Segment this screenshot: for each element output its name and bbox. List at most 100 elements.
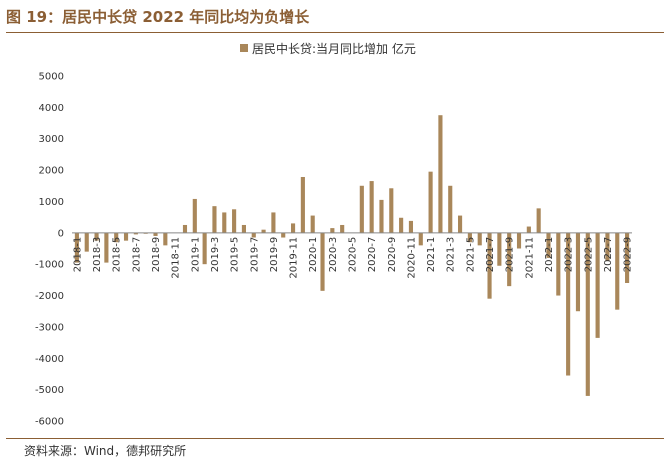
y-tick-label: -5000 — [35, 385, 64, 396]
y-tick-label: -6000 — [35, 417, 64, 428]
x-tick-label: 2018-1 — [72, 237, 83, 272]
x-tick-label: 2018-9 — [151, 237, 162, 272]
x-tick-label: 2019-5 — [230, 237, 241, 272]
bar-2018-9 — [153, 232, 158, 236]
bar-2021-12 — [536, 208, 541, 233]
x-tick-label: 2018-7 — [131, 237, 142, 272]
bar-2019-2 — [202, 232, 207, 265]
y-tick-label: 5000 — [39, 72, 64, 83]
x-tick-label: 2021-1 — [426, 237, 437, 272]
bar-2019-8 — [261, 229, 266, 233]
bar-2019-5 — [232, 209, 237, 233]
x-tick-label: 2019-3 — [210, 237, 221, 272]
x-tick-label: 2021-7 — [485, 237, 496, 272]
x-tick-label: 2020-7 — [367, 237, 378, 272]
bar-2019-1 — [192, 198, 197, 233]
bar-2018-6 — [123, 232, 129, 241]
x-tick-label: 2020-1 — [308, 237, 319, 272]
bar-2018-3 — [94, 232, 99, 241]
bar-2019-7 — [251, 232, 256, 238]
bar-2021-6 — [477, 232, 482, 246]
bar-2018-5 — [114, 232, 119, 243]
x-tick-label: 2019-11 — [289, 237, 300, 279]
bar-2022-9 — [625, 232, 630, 283]
y-tick-label: 2000 — [39, 166, 64, 177]
bars — [74, 115, 630, 396]
bar-2021-2 — [438, 115, 443, 233]
bar-2020-6 — [359, 185, 364, 233]
bar-2019-4 — [222, 212, 227, 233]
bar-2021-1 — [428, 171, 433, 233]
x-tick-label: 2018-5 — [112, 237, 123, 272]
bar-2021-3 — [448, 185, 453, 233]
bar-2022-7 — [605, 232, 610, 262]
figure-title: 图 19：居民中长贷 2022 年同比均为负增长 — [6, 8, 310, 26]
legend-swatch — [240, 44, 248, 52]
bar-2019-12 — [300, 176, 305, 233]
bar-2018-1 — [74, 232, 79, 263]
y-tick-label: 3000 — [39, 134, 64, 145]
bar-2021-8 — [497, 232, 502, 266]
bar-2020-2 — [320, 232, 325, 291]
bar-2020-1 — [310, 215, 315, 233]
bar-2019-10 — [281, 232, 286, 238]
x-tick-label: 2019-1 — [190, 237, 201, 272]
y-tick-label: -1000 — [35, 260, 64, 271]
bar-2021-4 — [458, 215, 463, 233]
bar-2019-6 — [241, 224, 246, 233]
y-axis: 5000 4000 3000 2000 1000 0 -1000 -2000 -3000 -400… — [35, 72, 64, 428]
x-tick-label: 2022-5 — [583, 237, 594, 272]
y-tick-label: 1000 — [39, 197, 64, 208]
x-tick-label: 2021-5 — [465, 237, 476, 272]
x-tick-label: 2020-5 — [348, 237, 359, 272]
bar-2018-4 — [104, 232, 109, 263]
x-tick-label: 2020-11 — [406, 237, 417, 279]
x-tick-label: 2022-3 — [564, 237, 575, 272]
bar-2021-9 — [507, 232, 512, 287]
legend-label: 居民中长贷:当月同比增加 亿元 — [252, 41, 416, 56]
bar-2018-10 — [163, 232, 168, 246]
x-tick-label: 2020-9 — [387, 237, 398, 272]
x-tick-label: 2018-3 — [92, 237, 103, 272]
bar-2021-11 — [526, 226, 531, 233]
title-rule — [6, 32, 664, 33]
bar-2020-10 — [399, 217, 404, 233]
bar-2020-3 — [330, 228, 335, 233]
x-tick-label: 2021-3 — [446, 237, 457, 272]
y-tick-label: -4000 — [35, 354, 64, 365]
x-tick-label: 2019-7 — [249, 237, 260, 272]
x-tick-label: 2022-7 — [603, 237, 614, 272]
x-tick-label: 2021-11 — [524, 237, 535, 279]
y-tick-label: -2000 — [35, 291, 64, 302]
bar-2022-8 — [615, 232, 620, 310]
bar-2018-12 — [182, 224, 188, 233]
footer-rule — [6, 438, 664, 439]
bar-2021-7 — [487, 232, 492, 299]
bar-2020-4 — [340, 224, 345, 233]
x-tick-label: 2019-9 — [269, 237, 280, 272]
bar-2022-6 — [595, 232, 600, 338]
x-tick-label: 2022-1 — [544, 237, 555, 272]
y-tick-label: -3000 — [35, 322, 64, 333]
bar-2020-7 — [369, 181, 374, 233]
bar-2020-8 — [379, 199, 384, 233]
x-tick-label: 2022-9 — [623, 237, 634, 272]
bar-2018-7 — [133, 232, 138, 235]
bar-2019-3 — [212, 206, 217, 233]
bar-2019-11 — [290, 223, 296, 233]
y-tick-label: 4000 — [39, 103, 64, 114]
bar-2022-3 — [566, 232, 571, 376]
bar-2021-10 — [516, 232, 522, 249]
source-note: 资料来源：Wind，德邦研究所 — [24, 444, 187, 458]
bar-2022-4 — [575, 232, 581, 312]
x-tick-label: 2020-3 — [328, 237, 339, 272]
bar-2020-12 — [418, 232, 423, 246]
x-tick-label: 2018-11 — [171, 237, 182, 279]
bar-2019-9 — [271, 212, 276, 233]
bar-2022-5 — [585, 232, 590, 396]
bar-2021-5 — [467, 232, 472, 243]
bar-2022-2 — [556, 232, 561, 296]
x-tick-label: 2021-9 — [505, 237, 516, 272]
y-tick-label: 0 — [58, 228, 64, 239]
